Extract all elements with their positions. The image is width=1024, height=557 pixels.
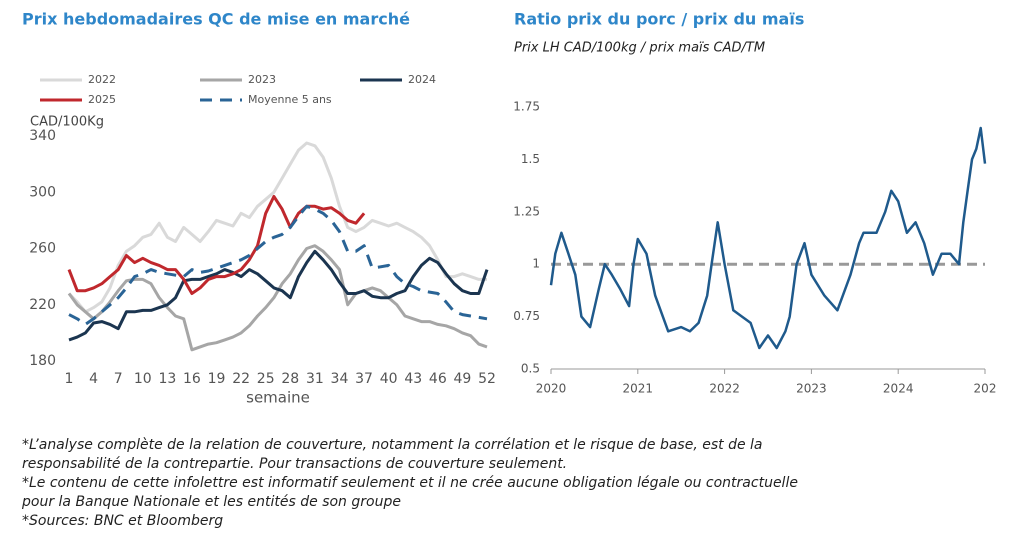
x-tick-label: 19	[208, 371, 226, 387]
x-tick-label: 22	[232, 371, 250, 387]
x-tick-label: 13	[158, 371, 176, 387]
x-tick-label: 46	[429, 371, 447, 387]
x-tick-label: 2024	[883, 382, 914, 396]
x-tick-label: 2022	[709, 382, 740, 396]
legend-label: 2022	[88, 73, 116, 86]
footnote-line: *Le contenu de cette infolettre est info…	[22, 475, 798, 491]
charts: Prix hebdomadaires QC de mise en marché 1…	[22, 10, 997, 407]
series-line	[68, 249, 489, 342]
legend-label: Moyenne 5 ans	[248, 93, 332, 106]
y-tick-label: 180	[29, 353, 56, 369]
x-tick-label: 40	[380, 371, 398, 387]
x-tick-label: 16	[183, 371, 201, 387]
x-tick-label: 43	[404, 371, 422, 387]
x-axis-label: semaine	[246, 389, 310, 407]
footnote-line: responsabilité de la contrepartie. Pour …	[22, 456, 568, 472]
x-tick-label: 49	[453, 371, 471, 387]
y-tick-label: 1.5	[521, 152, 540, 166]
series-line	[67, 195, 366, 295]
chart-subtitle: Prix LH CAD/100kg / prix maïs CAD/TM	[514, 41, 765, 56]
series-line	[67, 141, 487, 314]
x-tick-label: 28	[281, 371, 299, 387]
x-tick-label: 1	[65, 371, 74, 387]
y-tick-label: 260	[29, 241, 56, 257]
x-tick-label: 37	[355, 371, 373, 387]
footnote-line: *Sources: BNC et Bloomberg	[22, 513, 224, 529]
x-tick-label: 52	[478, 371, 496, 387]
y-tick-label: 340	[29, 128, 56, 144]
chart-title: Prix hebdomadaires QC de mise en marché	[22, 10, 410, 29]
y-tick-label: 1.25	[513, 204, 540, 218]
x-tick-label: 10	[134, 371, 152, 387]
x-tick-label: 2020	[536, 382, 567, 396]
series-line	[549, 126, 987, 350]
y-tick-label: 0.75	[513, 309, 540, 323]
y-tick-label: 1	[532, 257, 540, 271]
legend-label: 2024	[408, 73, 436, 86]
x-tick-label: 2021	[623, 382, 654, 396]
legend-label: 2025	[88, 93, 116, 106]
legend-label: 2023	[248, 73, 276, 86]
x-tick-label: 7	[114, 371, 123, 387]
series-line	[68, 204, 488, 326]
x-tick-label: 202	[974, 382, 997, 396]
footnote-line: *L’analyse complète de la relation de co…	[22, 437, 763, 453]
y-tick-label: 1.75	[513, 100, 540, 114]
y-tick-label: 0.5	[521, 362, 540, 376]
y-tick-label: 300	[29, 184, 56, 200]
x-tick-label: 2023	[796, 382, 827, 396]
chart-title: Ratio prix du porc / prix du maïs	[514, 10, 804, 29]
x-tick-label: 25	[257, 371, 275, 387]
x-tick-label: 31	[306, 371, 324, 387]
footnote-line: pour la Banque Nationale et les entités …	[22, 494, 401, 510]
y-axis-label: CAD/100Kg	[30, 115, 104, 130]
y-tick-label: 220	[29, 297, 56, 313]
footnotes: *L’analyse complète de la relation de co…	[22, 436, 798, 531]
x-tick-label: 4	[89, 371, 98, 387]
x-tick-label: 34	[331, 371, 349, 387]
